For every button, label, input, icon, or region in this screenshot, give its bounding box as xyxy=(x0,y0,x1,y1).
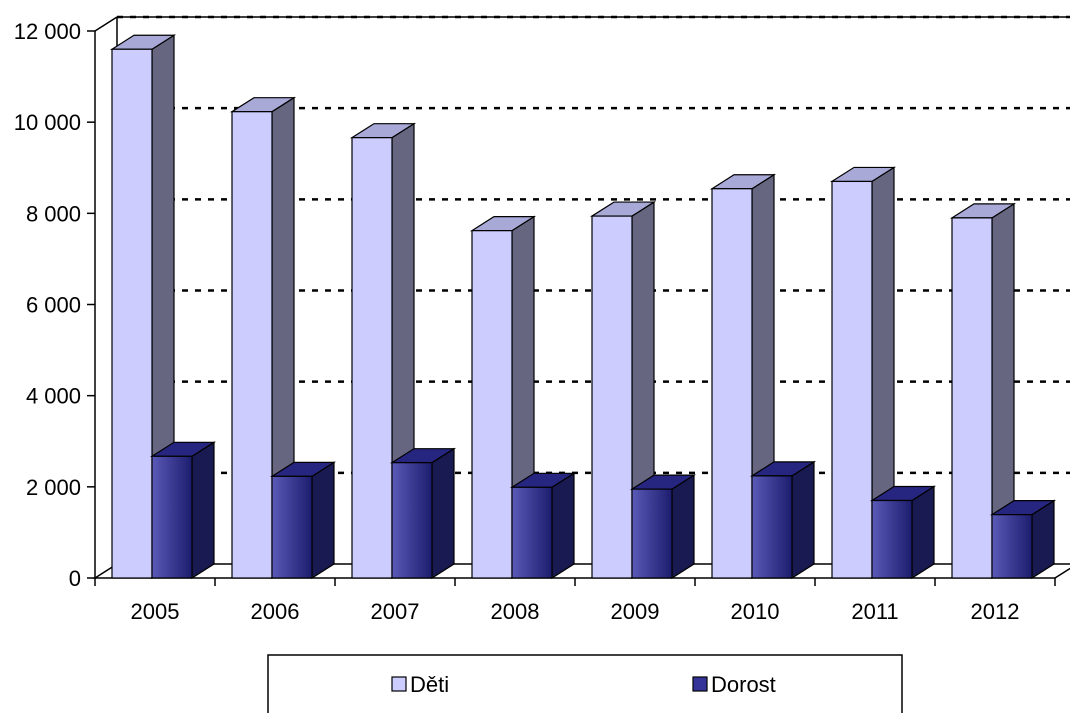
bar-dorost-front xyxy=(991,514,1033,579)
bar-dorost-side xyxy=(191,441,215,580)
y-tick-label: 12 000 xyxy=(14,19,81,44)
bar-dorost xyxy=(629,474,697,580)
x-tick-label: 2008 xyxy=(491,599,540,624)
bar-deti-front xyxy=(711,188,753,579)
y-tick-label: 0 xyxy=(69,566,81,591)
bar-dorost-front xyxy=(151,455,193,579)
bar-deti xyxy=(949,202,1017,580)
bar-deti-front xyxy=(231,111,273,579)
x-tick-label: 2010 xyxy=(731,599,780,624)
y-tick-label: 4 000 xyxy=(26,384,81,409)
legend: Děti Dorost xyxy=(267,654,903,713)
bar-dorost-front xyxy=(751,475,793,579)
legend-swatch-deti xyxy=(391,676,407,692)
bar-dorost xyxy=(869,485,937,580)
bar-deti-front xyxy=(591,215,633,579)
bar-deti-front xyxy=(831,180,873,579)
x-tick-label: 2007 xyxy=(371,599,420,624)
bar-dorost-side xyxy=(551,472,575,580)
bar-dorost xyxy=(389,447,457,580)
x-tick-label: 2012 xyxy=(971,599,1020,624)
bar-deti-front xyxy=(351,137,393,579)
x-tick-label: 2005 xyxy=(131,599,180,624)
legend-box xyxy=(267,654,903,713)
bar-dorost-side xyxy=(671,474,695,580)
legend-label-deti: Děti xyxy=(410,672,449,697)
bar-dorost-side xyxy=(791,460,815,580)
x-axis-tick-labels: 2005 2006 2007 2008 2009 2010 2011 2012 xyxy=(131,599,1020,624)
y-tick-label: 2 000 xyxy=(26,475,81,500)
bar-deti-front xyxy=(471,230,513,579)
bar-deti xyxy=(829,166,897,580)
x-tick-label: 2011 xyxy=(851,599,898,624)
bar-dorost-front xyxy=(271,475,313,579)
bar-dorost-front xyxy=(631,488,673,579)
bar-dorost xyxy=(989,499,1057,580)
y-tick-label: 10 000 xyxy=(14,110,81,135)
legend-label-dorost: Dorost xyxy=(711,672,776,697)
bar-dorost-side xyxy=(431,447,455,580)
legend-swatch-dorost xyxy=(692,676,708,692)
bar-dorost-front xyxy=(391,462,433,579)
bar-deti-front xyxy=(111,48,153,579)
bar-dorost-side xyxy=(911,485,935,580)
x-tick-label: 2006 xyxy=(251,599,300,624)
bar-deti-front xyxy=(951,217,993,579)
bar-dorost xyxy=(269,461,337,580)
bar-dorost xyxy=(149,441,217,580)
bar-dorost xyxy=(749,460,817,580)
axes xyxy=(87,16,1070,586)
y-tick-label: 6 000 xyxy=(26,293,81,318)
bar-dorost-front xyxy=(871,499,913,579)
x-tick-label: 2009 xyxy=(611,599,660,624)
bar-deti xyxy=(109,34,177,580)
bar-dorost-front xyxy=(511,486,553,579)
bar-dorost-side xyxy=(311,461,335,580)
bar-dorost xyxy=(509,472,577,580)
y-tick-label: 8 000 xyxy=(26,201,81,226)
y-axis-top-connector xyxy=(94,16,118,32)
y-axis-tick-labels: 0 2 000 4 000 6 000 8 000 10 000 12 000 xyxy=(14,19,81,591)
bar-deti xyxy=(229,96,297,580)
bars xyxy=(109,34,1057,580)
